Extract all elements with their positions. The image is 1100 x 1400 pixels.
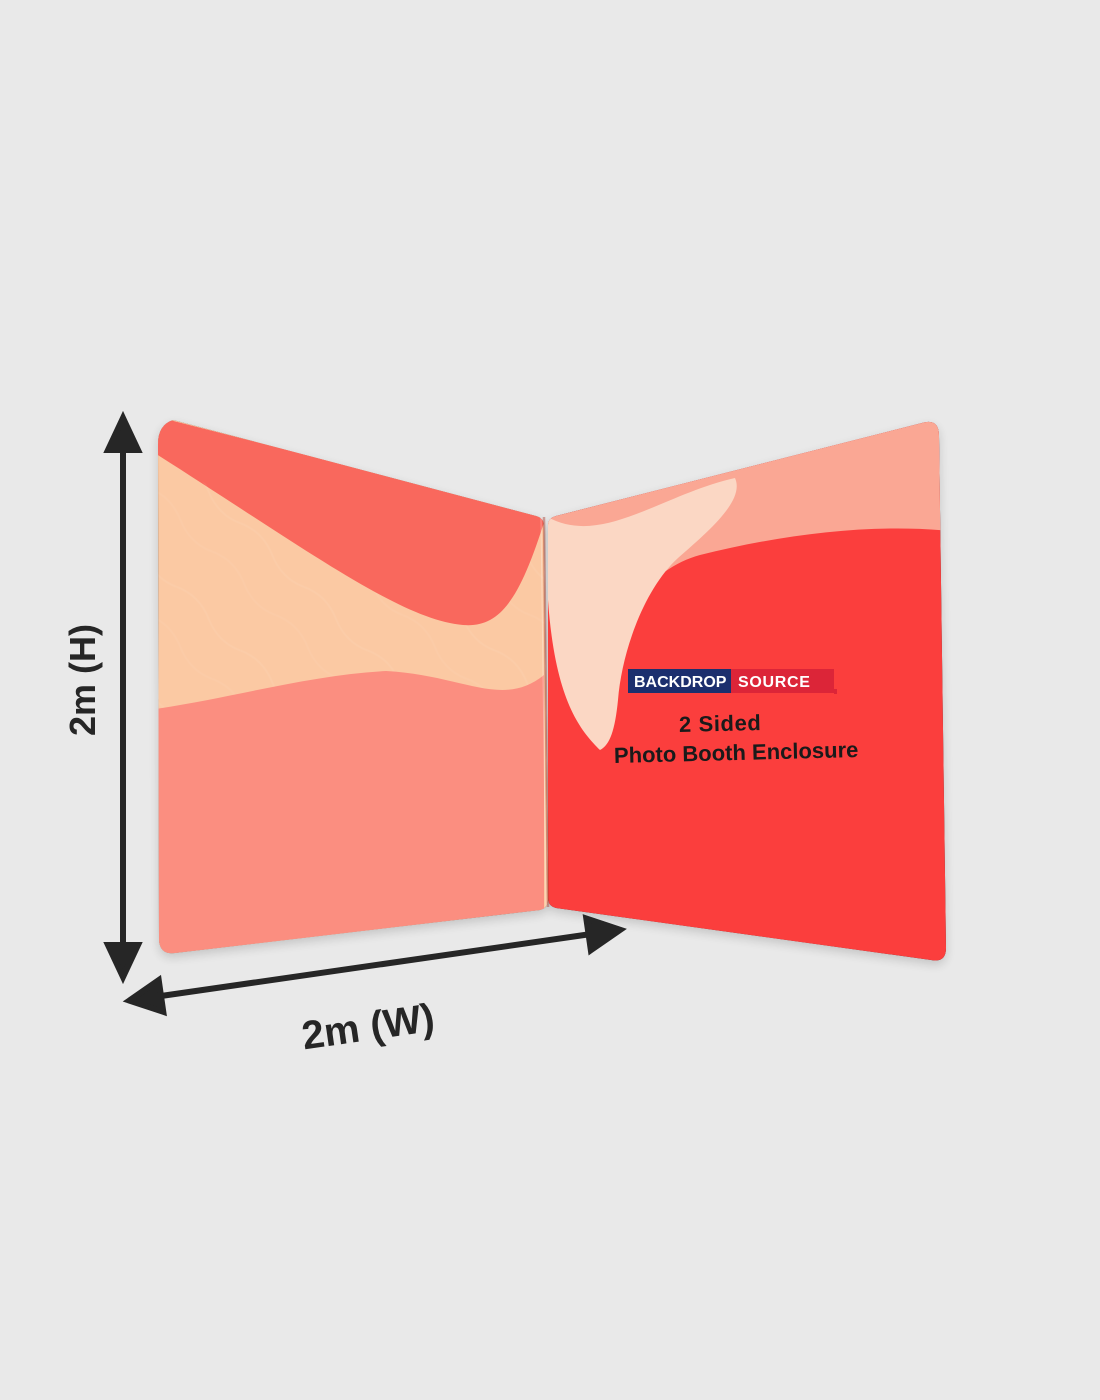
svg-text:SOURCE: SOURCE bbox=[738, 674, 811, 691]
svg-text:BACKDROP: BACKDROP bbox=[634, 674, 727, 691]
svg-text:2 Sided: 2 Sided bbox=[679, 710, 762, 737]
svg-text:2m (H): 2m (H) bbox=[62, 624, 103, 736]
